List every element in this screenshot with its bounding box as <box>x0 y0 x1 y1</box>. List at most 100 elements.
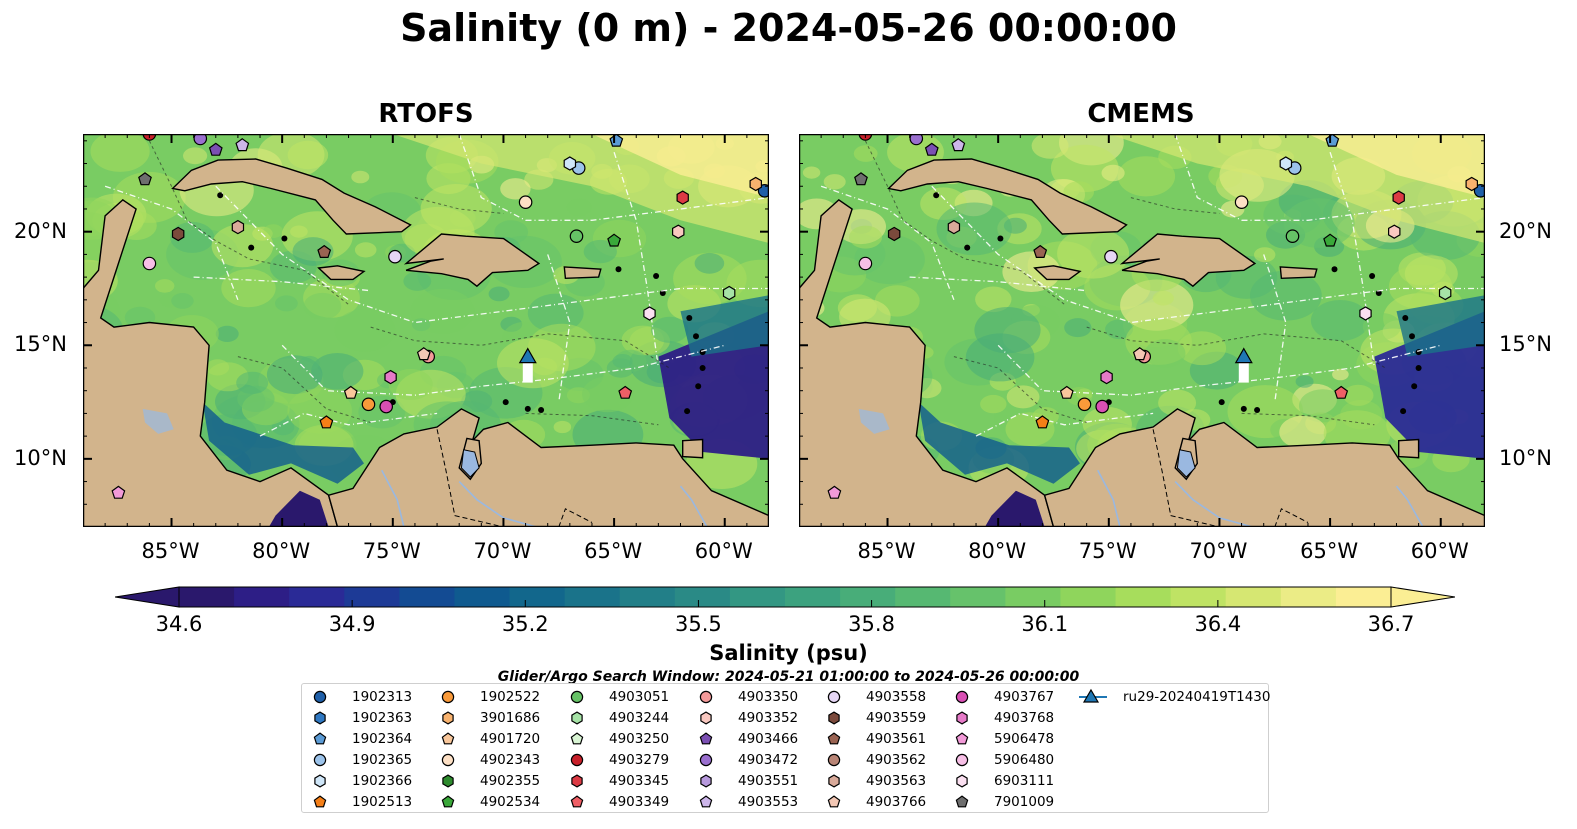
circle-marker-icon <box>570 690 584 704</box>
legend-label: 1902522 <box>480 689 541 705</box>
hexagon-marker-icon <box>828 711 840 725</box>
float-6903111 <box>643 306 656 321</box>
circle-marker-icon <box>313 753 327 767</box>
lon-tick-label: 70°W <box>1189 539 1248 563</box>
float-legend: 1902313 1902363 1902364 1902365 1902366 19025… <box>301 683 1270 813</box>
glider-marker <box>1234 347 1253 364</box>
legend-marker <box>570 753 584 767</box>
colorbar-tick-label: 35.5 <box>675 612 722 636</box>
legend-marker <box>313 690 327 704</box>
legend-label: 4903279 <box>609 752 670 768</box>
legend-label: 1902364 <box>352 731 413 747</box>
hexagon-marker-icon <box>956 774 968 788</box>
legend-label: 4903349 <box>609 794 670 810</box>
figure-title: Salinity (0 m) - 2024-05-26 00:00:00 <box>400 6 1177 50</box>
legend-label: 5906478 <box>994 731 1055 747</box>
pentagon-marker-icon <box>570 795 584 808</box>
legend-label: 1902313 <box>352 689 413 705</box>
float-4903349 <box>1334 385 1349 399</box>
hexagon-marker-icon <box>314 711 326 725</box>
legend-marker <box>700 711 712 725</box>
legend-marker <box>442 711 454 725</box>
lat-tick-label: 10°N <box>1499 445 1552 470</box>
float-4903558 <box>388 249 402 264</box>
circle-marker-icon <box>699 753 713 767</box>
lon-tick-label: 75°W <box>1078 539 1137 563</box>
colorbar-tick-label: 36.1 <box>1021 612 1069 636</box>
map-panel-rtofs[interactable] <box>83 134 769 527</box>
float-4903466 <box>208 142 223 156</box>
lon-tick-label: 60°W <box>694 539 753 563</box>
legend-marker <box>955 795 969 808</box>
legend-label: 4902355 <box>480 773 541 789</box>
float-4903051 <box>1285 229 1300 243</box>
pentagon-marker-icon <box>313 795 327 808</box>
legend-marker <box>827 690 841 704</box>
salinity-colorbar <box>115 586 1455 608</box>
search-window-text: Glider/Argo Search Window: 2024-05-21 01… <box>497 669 1080 685</box>
panel-title-cmems: CMEMS <box>1087 99 1195 129</box>
legend-marker <box>571 774 583 788</box>
legend-label: 4903345 <box>609 773 670 789</box>
colorbar-tick-label: 36.7 <box>1367 612 1415 636</box>
legend-label: 6903111 <box>994 773 1055 789</box>
circle-marker-icon <box>313 690 327 704</box>
circle-marker-icon <box>441 690 455 704</box>
lon-tick-label: 80°W <box>968 539 1027 563</box>
float-4903051 <box>569 229 584 243</box>
legend-label: 4903766 <box>866 794 927 810</box>
legend-marker <box>442 774 454 788</box>
float-7901009 <box>854 172 868 186</box>
legend-marker <box>314 711 326 725</box>
float-4903766 <box>1132 347 1147 361</box>
lon-tick-label: 75°W <box>362 539 421 563</box>
legend-label: 4903558 <box>866 689 927 705</box>
legend-marker <box>827 732 841 745</box>
float-4903466 <box>924 142 939 156</box>
float-5906480 <box>858 256 873 271</box>
legend-marker <box>313 795 327 808</box>
pentagon-marker-icon <box>955 795 969 808</box>
legend-marker <box>313 732 327 745</box>
legend-label: 1902363 <box>352 710 413 726</box>
pentagon-marker-icon <box>313 732 327 745</box>
lat-tick-label: 15°N <box>14 332 67 357</box>
legend-label: 7901009 <box>994 794 1055 810</box>
colorbar-tick-label: 35.2 <box>501 612 549 636</box>
float-5906478 <box>111 485 126 499</box>
circle-marker-icon <box>827 753 841 767</box>
legend-label: 4903561 <box>866 731 927 747</box>
float-4902343 <box>1234 195 1249 209</box>
float-4901720 <box>343 385 358 399</box>
legend-marker <box>570 795 584 808</box>
float-4903767 <box>379 399 393 414</box>
float-5906478 <box>827 485 842 499</box>
float-4903558 <box>1104 249 1118 264</box>
triangle-marker-icon <box>1079 688 1107 703</box>
legend-label: 4903559 <box>866 710 927 726</box>
hexagon-marker-icon <box>956 711 968 725</box>
legend-marker <box>956 774 968 788</box>
map-panel-cmems[interactable] <box>799 134 1485 527</box>
legend-marker <box>699 753 713 767</box>
circle-marker-icon <box>441 753 455 767</box>
glider-marker <box>518 347 537 364</box>
legend-marker <box>571 711 583 725</box>
float-1902366 <box>563 156 577 171</box>
pentagon-marker-icon <box>441 795 455 808</box>
legend-label: 4903472 <box>738 752 799 768</box>
legend-marker <box>700 774 712 788</box>
legend-marker <box>699 690 713 704</box>
float-6903111 <box>1359 306 1372 321</box>
legend-marker <box>441 753 455 767</box>
float-4902534 <box>607 233 622 247</box>
float-3901686 <box>1465 176 1479 192</box>
float-1902522 <box>1077 397 1092 412</box>
lon-tick-label: 70°W <box>473 539 532 563</box>
float-1902522 <box>361 397 376 412</box>
circle-marker-icon <box>827 690 841 704</box>
float-1902513 <box>319 415 334 429</box>
legend-label: 4903767 <box>994 689 1055 705</box>
colorbar-tick-label: 36.4 <box>1194 612 1242 636</box>
lon-tick-label: 85°W <box>857 539 916 563</box>
